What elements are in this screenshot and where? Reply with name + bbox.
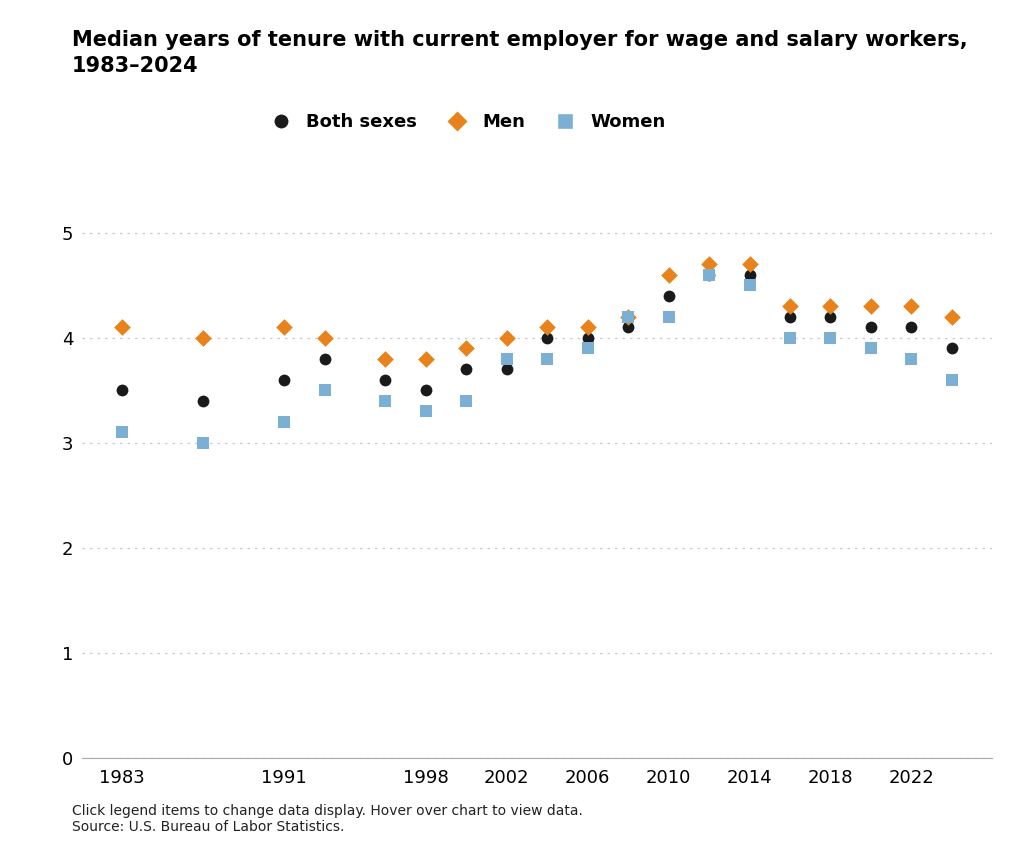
Men (579, 320, 595, 334)
Women (498, 352, 515, 366)
Men (742, 257, 758, 271)
Men (903, 299, 920, 313)
Men (620, 310, 636, 324)
Both sexes (782, 310, 798, 324)
Women (822, 331, 839, 345)
Both sexes (115, 384, 131, 397)
Women (620, 310, 636, 324)
Men (943, 310, 960, 324)
Women (782, 331, 798, 345)
Women (661, 310, 677, 324)
Both sexes (661, 289, 677, 302)
Both sexes (701, 268, 717, 281)
Both sexes (579, 331, 595, 345)
Men (417, 352, 434, 366)
Women (862, 341, 879, 355)
Men (701, 257, 717, 271)
Men (862, 299, 879, 313)
Text: Median years of tenure with current employer for wage and salary workers,
1983–2: Median years of tenure with current empl… (72, 30, 967, 76)
Women (742, 279, 758, 292)
Women (579, 341, 595, 355)
Both sexes (822, 310, 839, 324)
Both sexes (377, 373, 394, 386)
Women (377, 394, 394, 407)
Men (195, 331, 212, 345)
Women (276, 415, 293, 429)
Men (661, 268, 677, 281)
Men (458, 341, 475, 355)
Women (539, 352, 555, 366)
Men (822, 299, 839, 313)
Women (903, 352, 920, 366)
Men (377, 352, 394, 366)
Men (539, 320, 555, 334)
Women (417, 405, 434, 418)
Both sexes (862, 320, 879, 334)
Women (458, 394, 475, 407)
Women (701, 268, 717, 281)
Women (316, 384, 332, 397)
Both sexes (276, 373, 293, 386)
Women (195, 436, 212, 450)
Both sexes (903, 320, 920, 334)
Both sexes (943, 341, 960, 355)
Text: Click legend items to change data display. Hover over chart to view data.
Source: Click legend items to change data displa… (72, 804, 582, 834)
Both sexes (498, 363, 515, 376)
Men (115, 320, 131, 334)
Both sexes (620, 320, 636, 334)
Both sexes (316, 352, 332, 366)
Men (498, 331, 515, 345)
Women (115, 425, 131, 439)
Men (316, 331, 332, 345)
Both sexes (458, 363, 475, 376)
Both sexes (417, 384, 434, 397)
Both sexes (539, 331, 555, 345)
Both sexes (195, 394, 212, 407)
Men (276, 320, 293, 334)
Both sexes (742, 268, 758, 281)
Men (782, 299, 798, 313)
Legend: Both sexes, Men, Women: Both sexes, Men, Women (256, 106, 673, 138)
Women (943, 373, 960, 386)
